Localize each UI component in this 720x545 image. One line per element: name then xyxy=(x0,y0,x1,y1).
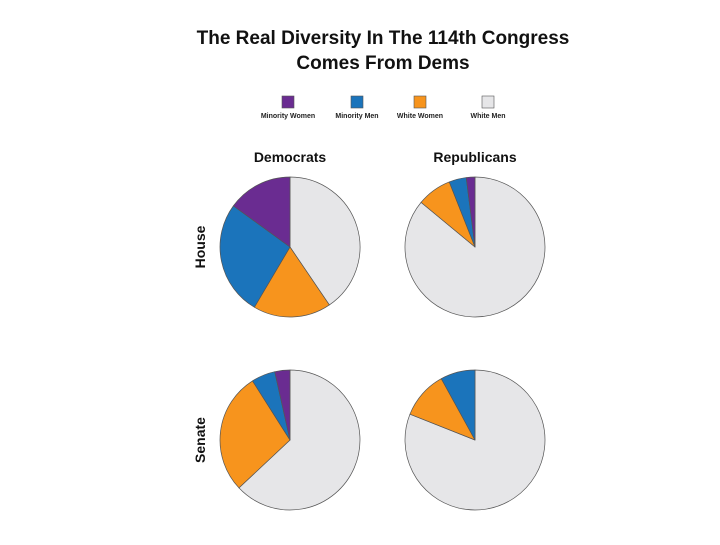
legend-swatch-white-men xyxy=(481,95,495,109)
legend-label-minority-women: Minority Women xyxy=(261,113,315,120)
pie-slice-house-democrats-minority-men xyxy=(219,205,291,308)
pie-senate-republicans xyxy=(404,369,546,511)
pie-slice-house-democrats-white-men xyxy=(289,176,361,306)
legend-swatch-minority-women xyxy=(281,95,295,109)
legend-label-minority-men: Minority Men xyxy=(335,113,378,120)
pies-group xyxy=(219,176,546,511)
column-label-republicans: Republicans xyxy=(433,149,516,165)
pie-slice-senate-republicans-minority-men xyxy=(440,369,476,441)
legend-label-white-women: White Women xyxy=(397,113,443,120)
column-label-democrats: Democrats xyxy=(254,149,327,165)
legend-swatch-white-women xyxy=(413,95,427,109)
row-label-senate: Senate xyxy=(192,417,208,463)
legend: Minority Women Minority Men White Women Whi… xyxy=(261,95,506,120)
pie-slice-house-democrats-white-women xyxy=(254,246,330,318)
pie-slice-senate-democrats-white-men xyxy=(238,369,361,511)
chart-title-line-1: The Real Diversity In The 114th Congress xyxy=(197,28,570,49)
legend-swatch-minority-men xyxy=(350,95,364,109)
pie-slice-house-republicans-minority-women xyxy=(465,176,476,248)
pie-slice-senate-democrats-white-women xyxy=(219,380,291,489)
pie-slice-house-democrats-minority-women xyxy=(233,176,291,248)
legend-label-white-men: White Men xyxy=(471,113,506,120)
pie-house-republicans xyxy=(404,176,546,318)
row-label-house: House xyxy=(192,225,208,268)
pie-house-democrats xyxy=(219,176,361,318)
pie-senate-democrats xyxy=(219,369,361,511)
pie-slice-senate-democrats-minority-women xyxy=(274,369,291,441)
chart-title-line-2: Comes From Dems xyxy=(296,53,469,74)
